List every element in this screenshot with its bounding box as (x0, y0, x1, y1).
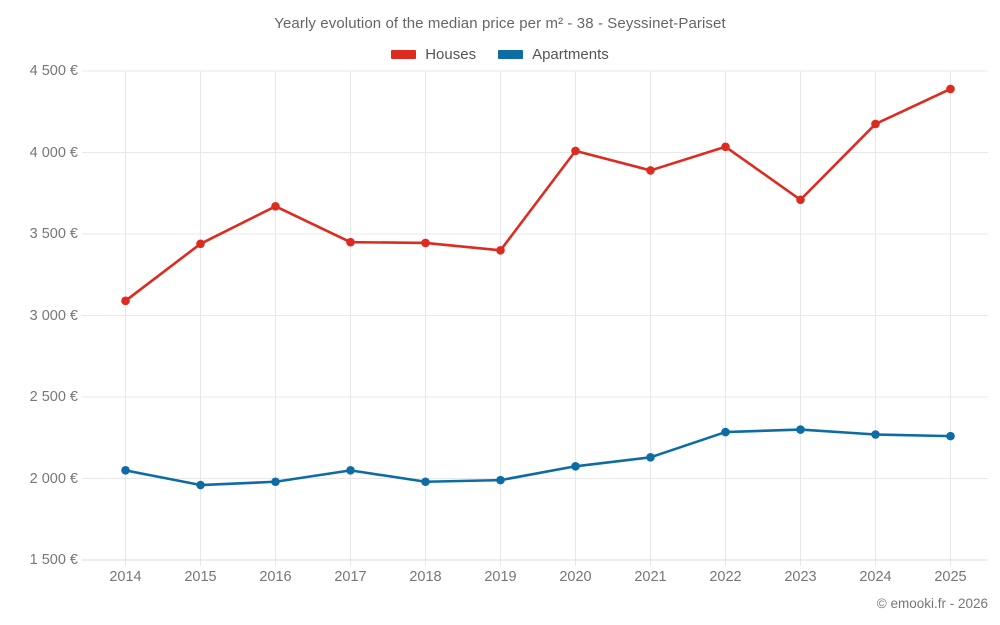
data-point[interactable] (646, 166, 655, 175)
y-tick-label: 3 500 € (29, 226, 78, 242)
y-tick-label: 3 000 € (29, 307, 78, 324)
data-point[interactable] (721, 427, 730, 437)
data-point[interactable] (646, 453, 655, 462)
x-tick-label: 2014 (109, 569, 142, 585)
legend-label-houses: Houses (425, 46, 477, 63)
data-point[interactable] (496, 246, 505, 255)
data-point[interactable] (346, 237, 355, 247)
data-point[interactable] (421, 477, 430, 487)
y-tick-label: 4 000 € (29, 144, 78, 161)
y-tick-label: 2 500 € (29, 389, 78, 405)
chart-legend: Houses Apartments (0, 46, 1000, 63)
x-tick-label: 2019 (484, 569, 517, 585)
legend-swatch-houses (391, 50, 417, 59)
data-point[interactable] (121, 466, 130, 475)
x-tick-label: 2015 (184, 569, 217, 585)
x-tick-label: 2025 (934, 569, 967, 585)
legend-item-apartments[interactable]: Apartments (498, 46, 609, 63)
data-point[interactable] (946, 431, 955, 441)
y-tick-label: 2 000 € (29, 470, 78, 487)
data-point[interactable] (721, 142, 730, 152)
data-point[interactable] (421, 238, 430, 248)
x-tick-label: 2020 (559, 569, 592, 585)
legend-item-houses[interactable]: Houses (391, 46, 476, 63)
data-point[interactable] (346, 466, 355, 475)
data-point[interactable] (871, 119, 880, 129)
series-line-apartments (124, 428, 952, 487)
data-point[interactable] (571, 146, 580, 156)
data-point[interactable] (796, 195, 805, 205)
x-tick-label: 2018 (409, 569, 442, 585)
data-point[interactable] (571, 461, 580, 471)
data-point[interactable] (196, 480, 205, 490)
credit-label: © emooki.fr - 2026 (876, 596, 988, 611)
y-tick-label: 4 500 € (29, 63, 78, 79)
series-lines (124, 87, 952, 487)
series-line-houses (124, 87, 952, 303)
legend-label-apartments: Apartments (532, 46, 609, 63)
data-point[interactable] (271, 477, 280, 487)
data-point[interactable] (946, 84, 955, 94)
data-point[interactable] (196, 239, 205, 249)
x-tick-label: 2017 (334, 569, 367, 585)
data-point[interactable] (121, 296, 130, 306)
x-tick-label: 2021 (634, 569, 667, 585)
chart-title: Yearly evolution of the median price per… (274, 15, 726, 32)
x-tick-label: 2023 (784, 569, 817, 585)
x-tick-label: 2022 (709, 569, 742, 585)
legend-swatch-apartments (498, 50, 524, 59)
y-axis-labels: 1 500 € 2 000 € 2 500 € 3 000 € 3 500 € 4 000… (0, 0, 78, 625)
data-point[interactable] (271, 201, 280, 211)
y-tick-label: 1 500 € (29, 552, 78, 568)
x-tick-label: 2016 (259, 569, 292, 585)
data-point[interactable] (496, 475, 505, 485)
data-point[interactable] (796, 425, 805, 434)
x-tick-label: 2024 (859, 569, 892, 585)
series-markers (121, 84, 955, 490)
data-point[interactable] (871, 430, 880, 439)
